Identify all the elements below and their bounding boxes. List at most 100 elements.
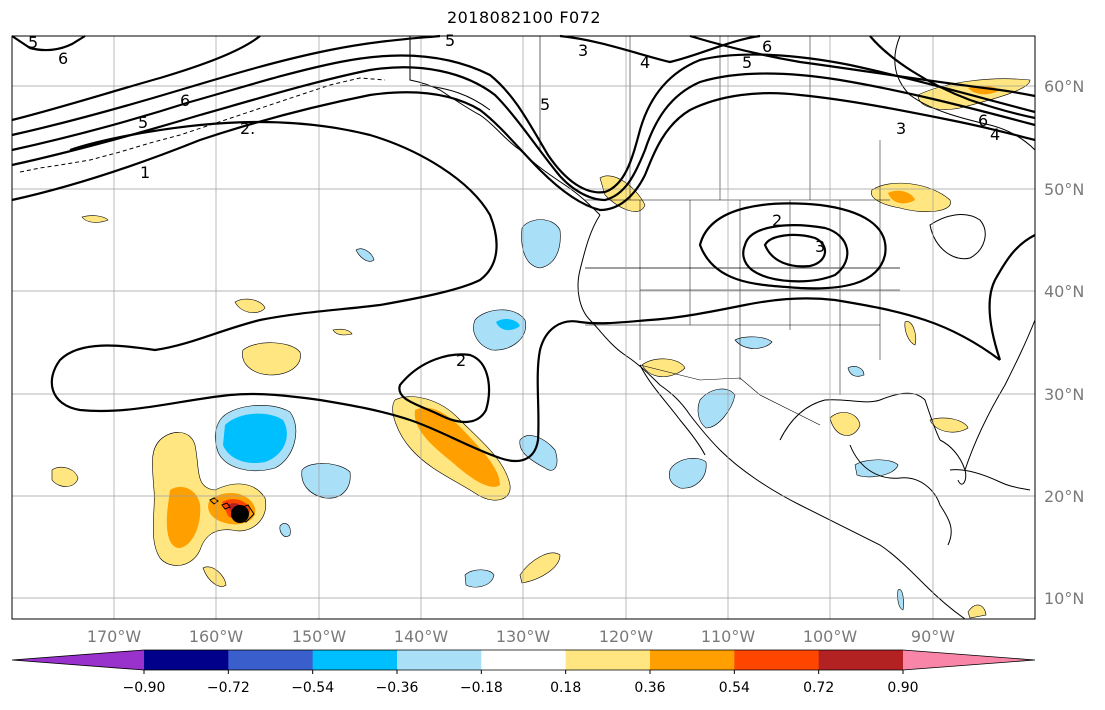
cuba	[949, 469, 1031, 491]
lon-label-120w: 120°W	[599, 627, 654, 646]
colorbar-bin	[144, 650, 229, 670]
negative-shading-tiny-1	[355, 248, 375, 262]
colorbar-under-arrow	[12, 650, 144, 670]
contour-label-17: 3	[815, 237, 825, 256]
contour-labels: 5 6 6 5 2. 1 5 3 4 6 5 5 3 6 4 2 3 2	[28, 31, 1000, 370]
colorbar-tick-label: 0.72	[803, 680, 834, 696]
political-borders	[539, 36, 900, 426]
colorbar-bin	[397, 650, 482, 670]
negative-shading-gulf	[854, 459, 899, 478]
orange-shading-hawaii-west	[166, 486, 201, 548]
contour-interior-inner	[763, 233, 826, 268]
lat-label-50n: 50°N	[1044, 180, 1084, 199]
lat-label-30n: 30°N	[1044, 385, 1084, 404]
map-title: 2018082100 F072	[446, 8, 602, 27]
alaska-coast	[409, 36, 601, 216]
negative-shading-tiny-3	[279, 523, 291, 537]
blue-shading-central	[496, 319, 520, 331]
positive-shading-baja	[641, 358, 686, 377]
contour-label-3: 6	[180, 91, 190, 110]
lat-label-20n: 20°N	[1044, 487, 1084, 506]
contour-6	[559, 34, 761, 64]
baja-california	[639, 364, 706, 456]
contour-1	[11, 91, 1036, 212]
contour-9	[11, 35, 86, 52]
negative-shading-southwest	[734, 336, 773, 349]
lon-label-160w: 160°W	[189, 627, 244, 646]
great-lakes	[929, 214, 986, 260]
lon-label-170w: 170°W	[87, 627, 142, 646]
colorbar-bin	[818, 650, 904, 670]
contour-label-6: 1	[140, 163, 150, 182]
positive-shading-gulf	[829, 412, 861, 436]
lat-label-10n: 10°N	[1044, 589, 1084, 608]
us-east-coast	[964, 319, 1036, 471]
contour-label-12: 5	[540, 95, 550, 114]
contour-8	[869, 35, 1036, 120]
colorbar-bin	[481, 650, 567, 670]
contour-interior-middle	[742, 224, 849, 283]
lat-label-40n: 40°N	[1044, 282, 1084, 301]
negative-shading-small-1	[301, 463, 351, 499]
negative-shading-central	[473, 309, 527, 351]
positive-shading-small-5	[519, 552, 561, 584]
contour-3	[11, 53, 1036, 194]
negative-shading-small-3	[464, 569, 495, 588]
positive-shading-small-3	[51, 466, 79, 487]
gridlines	[12, 36, 1035, 619]
lon-label-90w: 90°W	[911, 627, 955, 646]
contour-label-11: 5	[742, 53, 752, 72]
contour-5	[11, 35, 261, 122]
contour-4	[11, 34, 441, 137]
colorbar-tick-label: 0.18	[550, 680, 581, 696]
contour-label-4: 5	[138, 113, 148, 132]
colorbar-bin	[312, 650, 398, 670]
contour-7	[689, 34, 1036, 98]
positive-shading-small-4	[202, 566, 227, 587]
positive-shading-tiny-2	[332, 328, 353, 336]
colorbar-tick-label: −0.18	[460, 680, 503, 696]
storm-marker	[231, 505, 249, 523]
blue-shading-hawaii-north	[223, 413, 287, 464]
positive-shading-small-1	[242, 342, 301, 376]
canada-province-borders	[629, 36, 881, 200]
colorbar-bin	[565, 650, 651, 670]
colorbar-tick-label: 0.90	[887, 680, 918, 696]
gulf-coast	[779, 392, 941, 441]
contour-label-16: 2	[772, 211, 782, 230]
aleutian-islands	[19, 77, 386, 173]
contour-label-5: 2.	[240, 119, 255, 138]
shaded-anomalies	[51, 78, 1031, 619]
positive-shading-tiny-1	[81, 215, 109, 223]
lon-label-150w: 150°W	[292, 627, 347, 646]
positive-shading-small-2	[234, 298, 266, 313]
lon-label-130w: 130°W	[496, 627, 551, 646]
contour-label-1: 5	[28, 33, 38, 52]
contour-label-14: 6	[978, 111, 988, 130]
colorbar-bin	[734, 650, 820, 670]
lon-label-100w: 100°W	[803, 627, 858, 646]
colorbar-bin	[228, 650, 314, 670]
mexico-pacific-coast	[719, 449, 966, 620]
contour-label-13: 3	[896, 119, 906, 138]
colorbar-over-arrow	[903, 650, 1035, 670]
colorbar: −0.90 −0.72 −0.54 −0.36 −0.18 0.18 0.36 0.54 0.7…	[11, 649, 1036, 696]
colorbar-tick-label: −0.54	[291, 680, 334, 696]
colorbar-tick-label: −0.90	[123, 680, 166, 696]
us-west-coast	[577, 214, 721, 451]
contour-interior-outer	[698, 202, 887, 290]
positive-shading-midwest	[904, 321, 917, 346]
colorbar-tick-label: 0.54	[719, 680, 750, 696]
contour-label-15: 4	[990, 125, 1000, 144]
colorbar-tick-label: 0.36	[634, 680, 665, 696]
yucatan-coast	[849, 444, 952, 546]
lon-label-140w: 140°W	[394, 627, 449, 646]
contour-label-18: 2	[456, 351, 466, 370]
contour-label-10: 6	[762, 37, 772, 56]
colorbar-bin	[650, 650, 735, 670]
negative-shading-baja	[697, 388, 736, 429]
positive-shading-tiny-3	[967, 604, 987, 619]
negative-shading-tiny-2	[847, 366, 865, 377]
positive-shading-canada	[599, 175, 646, 212]
